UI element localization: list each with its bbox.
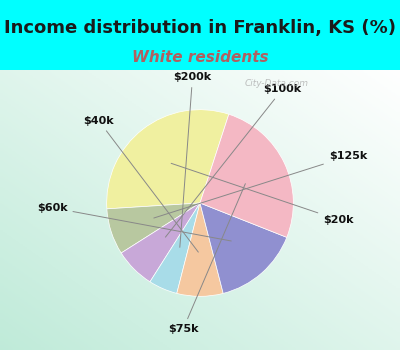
Text: Income distribution in Franklin, KS (%): Income distribution in Franklin, KS (%) <box>4 19 396 37</box>
Wedge shape <box>150 203 200 293</box>
Text: $200k: $200k <box>174 72 212 247</box>
Text: $125k: $125k <box>154 151 367 218</box>
Text: $100k: $100k <box>166 84 302 237</box>
Text: $20k: $20k <box>171 163 354 225</box>
Wedge shape <box>107 110 229 209</box>
Wedge shape <box>107 203 200 253</box>
Text: $60k: $60k <box>37 203 231 241</box>
Wedge shape <box>177 203 223 296</box>
Text: $40k: $40k <box>84 116 198 252</box>
Wedge shape <box>200 114 293 237</box>
Wedge shape <box>121 203 200 282</box>
Text: $75k: $75k <box>168 184 245 334</box>
Text: City-Data.com: City-Data.com <box>244 79 308 88</box>
Text: White residents: White residents <box>132 50 268 65</box>
Wedge shape <box>200 203 287 293</box>
